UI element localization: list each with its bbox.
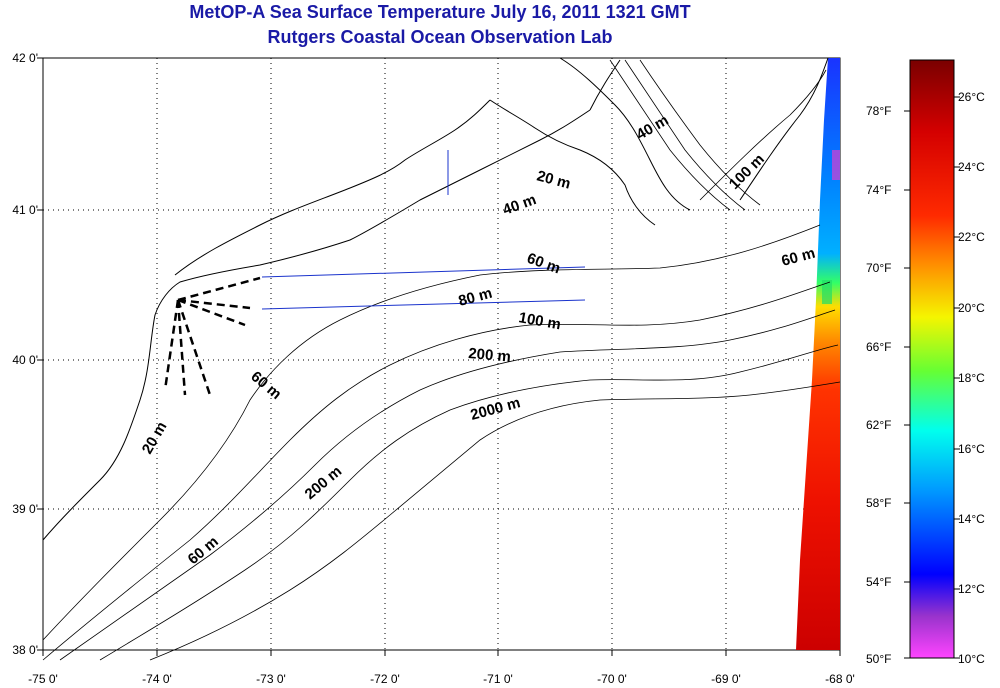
isobath-label: 60 m xyxy=(525,250,563,278)
isobath-label: 40 m xyxy=(501,191,539,219)
isobath-label: 20 m xyxy=(139,419,171,457)
lat-label: 39 0' xyxy=(12,502,38,516)
colorbar-c-label: 22°C xyxy=(958,230,985,244)
isobaths xyxy=(42,59,841,661)
colorbar-c-label: 14°C xyxy=(958,512,985,526)
sst-swath xyxy=(796,58,840,650)
colorbar-c-label: 18°C xyxy=(958,371,985,385)
colorbar-c-label: 10°C xyxy=(958,652,985,666)
lat-label: 40 0' xyxy=(12,353,38,367)
lon-label: -69 0' xyxy=(711,672,741,686)
map-frame xyxy=(42,57,841,651)
isobath-label: 200 m xyxy=(302,463,346,503)
lon-label: -75 0' xyxy=(28,672,58,686)
isobath-label: 80 m xyxy=(457,285,494,310)
colorbar-f-label: 50°F xyxy=(866,652,892,666)
lon-label: -72 0' xyxy=(370,672,400,686)
colorbar-f-label: 78°F xyxy=(866,104,892,118)
colorbar-f-label: 70°F xyxy=(866,261,892,275)
lon-label: -73 0' xyxy=(256,672,286,686)
map-subtitle: Rutgers Coastal Ocean Observation Lab xyxy=(267,27,613,47)
colorbar-c-label: 12°C xyxy=(958,582,985,596)
lat-label: 42 0' xyxy=(12,51,38,65)
isobath-label: 60 m xyxy=(247,368,284,403)
dashed-tracks xyxy=(163,276,261,396)
isobath-labels: 40 m 20 m 40 m 100 m 60 m 60 m 80 m 100 … xyxy=(139,112,817,568)
colorbar-c-label: 16°C xyxy=(958,442,985,456)
transect-lines xyxy=(261,150,586,310)
isobath-label: 60 m xyxy=(780,245,817,270)
lon-label: -71 0' xyxy=(483,672,513,686)
colorbar xyxy=(909,59,955,659)
lon-label: -74 0' xyxy=(142,672,172,686)
isobath-label: 2000 m xyxy=(469,394,523,424)
graticule xyxy=(43,58,840,650)
lon-label: -70 0' xyxy=(597,672,627,686)
colorbar-f-label: 66°F xyxy=(866,340,892,354)
axis-ticks xyxy=(37,57,841,656)
lat-label: 41 0' xyxy=(12,203,38,217)
isobath-label: 200 m xyxy=(468,345,512,366)
isobath-label: 100 m xyxy=(726,151,768,193)
isobath-label: 60 m xyxy=(185,533,222,568)
colorbar-f-label: 62°F xyxy=(866,418,892,432)
colorbar-c-label: 26°C xyxy=(958,90,985,104)
colorbar-f-label: 74°F xyxy=(866,183,892,197)
colorbar-f-label: 54°F xyxy=(866,575,892,589)
isobath-label: 20 m xyxy=(535,167,572,192)
colorbar-ticks xyxy=(904,96,960,659)
colorbar-c-label: 20°C xyxy=(958,301,985,315)
lat-label: 38 0' xyxy=(12,643,38,657)
map-title: MetOP-A Sea Surface Temperature July 16,… xyxy=(189,2,691,22)
lon-label: -68 0' xyxy=(825,672,855,686)
isobath-label: 100 m xyxy=(517,309,562,333)
colorbar-f-label: 58°F xyxy=(866,496,892,510)
colorbar-c-label: 24°C xyxy=(958,160,985,174)
coastline xyxy=(42,57,829,541)
isobath-label: 40 m xyxy=(634,112,672,144)
